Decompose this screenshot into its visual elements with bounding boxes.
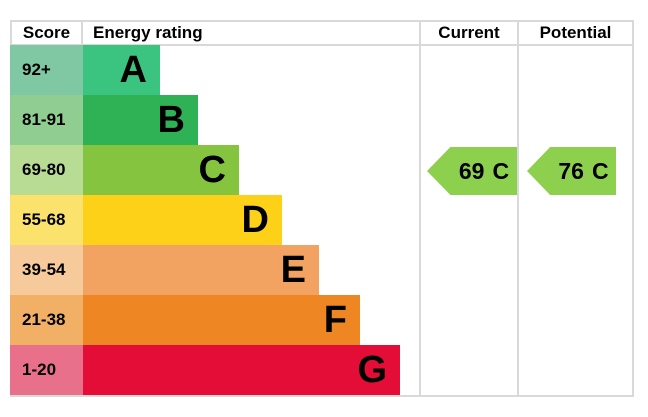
band-row-a: 92+ A [10,45,160,95]
current-column-header: Current [438,23,500,42]
band-score-range-e: 39-54 [10,245,83,295]
band-letter-a: A [119,49,147,91]
band-letter-f: F [323,299,347,341]
header-bottom-border [10,44,634,46]
band-letter-g: G [357,349,387,391]
band-row-c: 69-80 C [10,145,239,195]
band-score-range-f: 21-38 [10,295,83,345]
band-score-range-g: 1-20 [10,345,83,395]
energy-rating-column-header: Energy rating [93,23,203,42]
table-bottom-border [10,395,634,397]
band-bar-g: G [83,345,400,395]
band-bar-a: A [83,45,160,95]
potential-rating-arrow: 76 C [527,147,616,195]
band-bar-e: E [83,245,319,295]
band-letter-c: C [198,149,226,191]
potential-column-divider [517,20,519,397]
table-top-border [10,20,634,22]
band-bar-c: C [83,145,239,195]
potential-rating-value: 76 [558,157,584,184]
band-score-range-c: 69-80 [10,145,83,195]
band-row-g: 1-20 G [10,345,400,395]
band-row-f: 21-38 F [10,295,360,345]
band-row-b: 81-91 B [10,95,198,145]
band-bar-d: D [83,195,282,245]
band-letter-b: B [157,99,185,141]
band-letter-e: E [280,249,306,291]
score-column-header: Score [22,23,71,42]
current-rating-arrow: 69 C [427,147,517,195]
table-right-border [632,20,634,397]
potential-rating-band-letter: C [591,157,609,184]
band-bar-f: F [83,295,360,345]
band-letter-d: D [241,199,269,241]
band-row-d: 55-68 D [10,195,282,245]
band-score-range-d: 55-68 [10,195,83,245]
band-row-e: 39-54 E [10,245,319,295]
band-score-range-a: 92+ [10,45,83,95]
potential-column-header: Potential [539,23,612,42]
current-rating-band-letter: C [492,157,510,184]
table-left-border [10,20,12,46]
current-column-divider [419,20,421,397]
score-column-divider [81,20,83,46]
band-bar-b: B [83,95,198,145]
current-rating-value: 69 [458,157,485,184]
band-score-range-b: 81-91 [10,95,83,145]
